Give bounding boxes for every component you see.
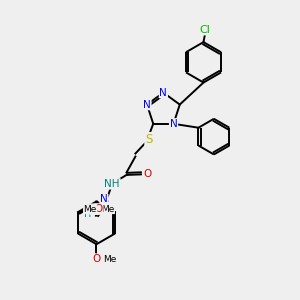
Text: N: N <box>143 100 151 110</box>
Text: N: N <box>100 194 108 204</box>
Text: Me: Me <box>83 205 97 214</box>
Text: N: N <box>160 88 167 98</box>
Text: O: O <box>94 204 103 214</box>
Text: Cl: Cl <box>200 25 210 34</box>
Text: O: O <box>90 204 98 214</box>
Text: S: S <box>145 133 152 146</box>
Text: Me: Me <box>103 255 117 264</box>
Text: O: O <box>92 254 101 264</box>
Text: O: O <box>143 169 152 179</box>
Text: NH: NH <box>104 179 120 189</box>
Text: Me: Me <box>101 205 115 214</box>
Text: N: N <box>169 119 177 129</box>
Text: H: H <box>84 209 91 219</box>
